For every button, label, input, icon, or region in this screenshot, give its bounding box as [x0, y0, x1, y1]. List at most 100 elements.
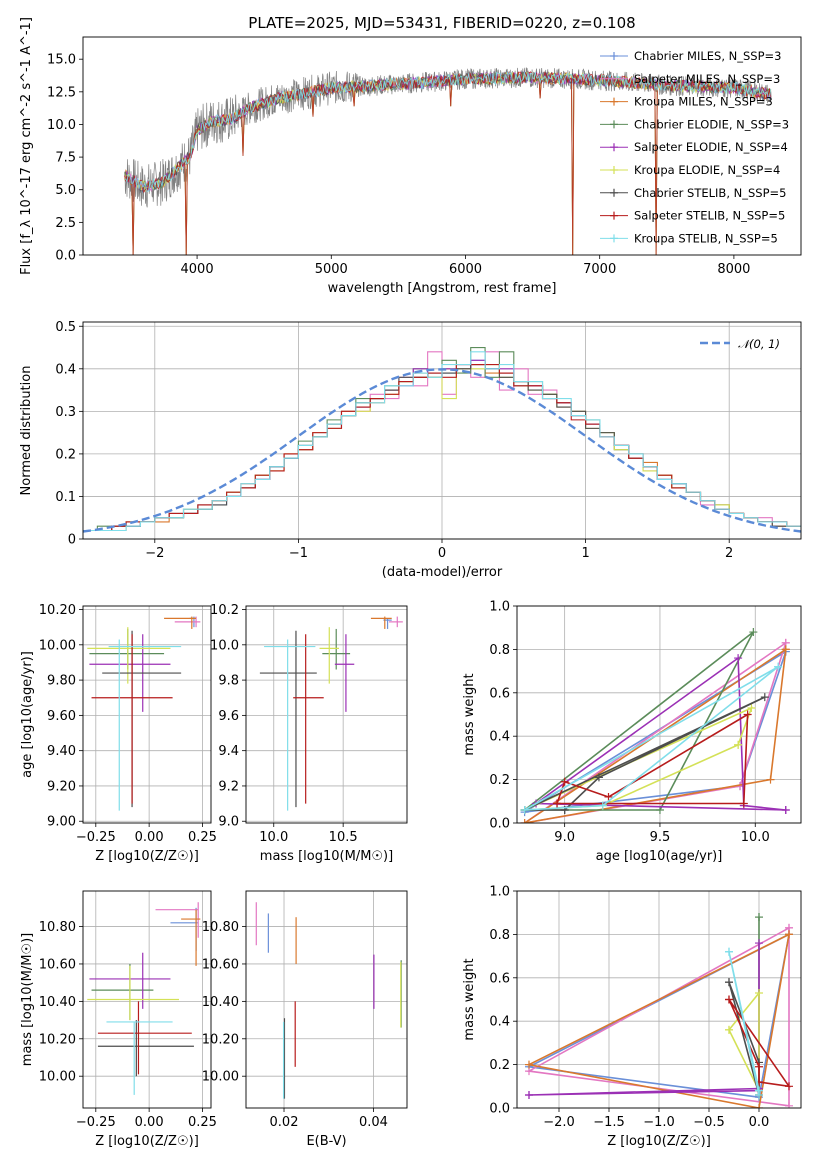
x-axis-label: age [log10(age/yr)] — [596, 849, 723, 864]
y-tick-label: 0.4 — [489, 1015, 510, 1030]
legend-label: Kroupa MILES, N_SSP=3 — [634, 95, 773, 109]
axes-frame — [516, 605, 802, 824]
plus-marker — [610, 234, 618, 243]
y-tick-label: 15.0 — [47, 53, 76, 68]
y-axis-label: mass [log10(M/M☉)] — [20, 933, 35, 1066]
y-tick-label: 9.4 — [218, 744, 239, 759]
x-tick-label: 0.25 — [188, 830, 217, 845]
plus-marker — [747, 703, 756, 712]
plus-marker — [781, 805, 790, 814]
x-tick-label: 5000 — [315, 262, 348, 277]
y-tick-label: 7.5 — [55, 151, 76, 166]
plus-marker — [594, 773, 603, 782]
y-tick-label: 10.20 — [202, 1032, 239, 1047]
plus-marker — [725, 995, 733, 1004]
plus-marker — [520, 805, 529, 814]
plus-marker — [725, 1025, 733, 1034]
axes-frame — [516, 890, 802, 1109]
weight-series-line — [524, 650, 787, 813]
model-spectrum-line — [124, 71, 772, 193]
x-tick-label: −0.25 — [76, 1115, 116, 1130]
weight-series-line — [524, 666, 779, 811]
y-tick-label: 10.80 — [202, 920, 239, 935]
legend-label: Chabrier MILES, N_SSP=3 — [634, 49, 781, 63]
plus-marker — [725, 947, 733, 956]
plus-marker — [598, 801, 607, 810]
y-tick-label: 0.0 — [489, 1102, 510, 1117]
y-tick-label: 10.2 — [210, 603, 239, 618]
x-axis-label: wavelength [Angstrom, rest frame] — [328, 281, 557, 296]
weight-series-line — [526, 933, 790, 1108]
y-tick-label: 0.4 — [55, 362, 76, 377]
y-tick-label: 5.0 — [55, 183, 76, 198]
legend-label: Kroupa STELIB, N_SSP=5 — [634, 231, 778, 245]
x-tick-label: 0.25 — [188, 1115, 217, 1130]
legend-label: Salpeter MILES, N_SSP=3 — [634, 72, 780, 86]
weight-vs-age-plot — [520, 628, 790, 823]
mass-vs-EBV-plot — [255, 902, 402, 1099]
residuals-plot — [83, 346, 801, 533]
legend-label: Salpeter ELODIE, N_SSP=4 — [634, 140, 788, 154]
plus-marker — [749, 628, 758, 637]
plus-marker — [725, 978, 733, 987]
plus-marker — [755, 913, 763, 922]
x-tick-label: 10.0 — [741, 830, 770, 845]
plus-marker — [755, 988, 763, 997]
plus-marker — [553, 799, 562, 808]
x-tick-label: −0.25 — [76, 830, 116, 845]
y-tick-label: 10.20 — [39, 603, 76, 618]
x-tick-label: 8000 — [717, 262, 750, 277]
x-tick-label: 10.0 — [259, 830, 288, 845]
axes-frame — [82, 321, 802, 540]
legend-label: Kroupa ELODIE, N_SSP=4 — [634, 163, 780, 177]
x-tick-label: 0.04 — [359, 1115, 388, 1130]
x-tick-label: 9.0 — [554, 830, 575, 845]
y-tick-label: 9.6 — [218, 709, 239, 724]
y-tick-label: 1.0 — [489, 600, 510, 615]
weight-series-line — [526, 933, 790, 1099]
x-tick-label: 6000 — [449, 262, 482, 277]
y-tick-label: 10.40 — [39, 995, 76, 1010]
y-tick-label: 9.00 — [47, 815, 76, 830]
plus-marker — [734, 654, 743, 663]
plus-marker — [610, 188, 618, 197]
y-tick-label: 10.80 — [39, 920, 76, 935]
plus-marker — [610, 52, 618, 60]
y-tick-label: 10.00 — [39, 638, 76, 653]
y-axis-label: Normed distribution — [19, 366, 34, 496]
x-tick-label: 4000 — [181, 262, 214, 277]
y-tick-label: 9.2 — [218, 779, 239, 794]
plus-marker — [755, 1062, 763, 1071]
plus-marker — [610, 97, 618, 106]
y-tick-label: 0.5 — [55, 320, 76, 335]
y-tick-label: 9.8 — [218, 674, 239, 689]
y-tick-label: 0.2 — [489, 1058, 510, 1073]
residuals-axes: −2 −1 0 1 2 0 0.1 0.2 0.3 0.4 0.5 (data-model)/erro… — [19, 320, 802, 580]
x-tick-label: 9.5 — [650, 830, 671, 845]
plus-marker — [739, 799, 748, 808]
mass-vs-EBV-axes: 0.02 0.04 10.00 10.20 10.40 10.60 10.80 E(B-V) — [202, 890, 408, 1149]
y-tick-label: 10.60 — [39, 957, 76, 972]
y-tick-label: 0.4 — [489, 730, 510, 745]
x-axis-label: E(B-V) — [306, 1134, 346, 1149]
axes-frame — [245, 890, 408, 1109]
y-tick-label: 0.3 — [55, 405, 76, 420]
axes-frame — [82, 605, 212, 824]
x-tick-label: −2 — [145, 546, 164, 561]
y-axis-label: age [log10(age/yr)] — [20, 651, 35, 778]
plus-marker — [743, 710, 752, 719]
plus-marker — [610, 120, 618, 129]
plus-marker — [610, 166, 618, 174]
plus-marker — [560, 777, 569, 786]
y-tick-label: 0.6 — [489, 971, 510, 986]
y-tick-label: 0.6 — [489, 686, 510, 701]
axes-frame — [245, 605, 408, 824]
mass-vs-Z-plot — [87, 902, 201, 1095]
plus-marker — [755, 1090, 763, 1099]
weight-vs-Z-axes: −2.0 −1.5 −1.0 −0.5 0.0 0.0 0.2 0.4 0.6 0.8 1.0 Z [… — [462, 885, 802, 1149]
y-tick-label: 9.60 — [47, 709, 76, 724]
spectrum-plot — [124, 67, 772, 255]
spectrum-axes: 4000 5000 6000 7000 8000 0.0 2.5 5.0 7.5 10.0 12.5… — [19, 14, 802, 296]
weight-vs-age-axes: 9.0 9.5 10.0 0.0 0.2 0.4 0.6 0.8 1.0 age [log10(a… — [462, 600, 802, 864]
